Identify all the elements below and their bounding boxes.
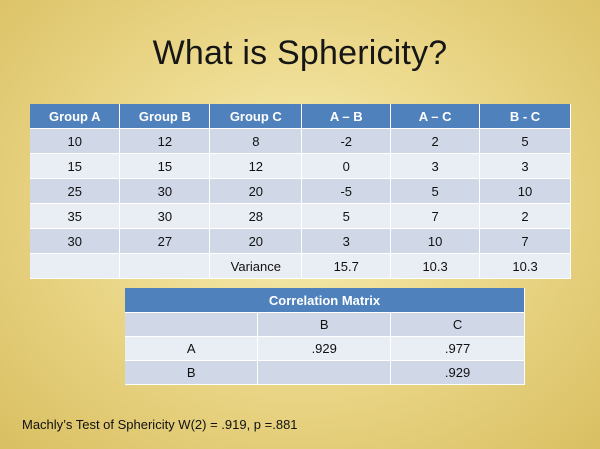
table-row: 35 30 28 5 7 2 [30, 203, 571, 229]
table-row: B .929 [125, 360, 525, 385]
header-group-b: Group B [119, 104, 211, 129]
header-group-a: Group A [30, 104, 121, 129]
table-cell [125, 312, 259, 337]
variance-label: Variance [209, 253, 303, 279]
table-cell: -5 [301, 178, 392, 204]
header-b-minus-c: B - C [479, 104, 571, 129]
table-row: 25 30 20 -5 5 10 [30, 178, 571, 204]
table-cell: 5 [479, 128, 571, 154]
table-row: 15 15 12 0 3 3 [30, 153, 571, 179]
table-cell: 3 [390, 153, 481, 179]
table-row: A .929 .977 [125, 336, 525, 361]
table-cell: .929 [257, 336, 392, 361]
table-cell: .977 [390, 336, 525, 361]
sphericity-test-result: Machly’s Test of Sphericity W(2) = .919,… [22, 417, 298, 432]
table-cell: 28 [209, 203, 303, 229]
table-cell: 10 [390, 228, 481, 254]
correlation-matrix-title: Correlation Matrix [125, 288, 525, 313]
correlation-matrix-table: Correlation Matrix B C A .929 .977 B .92… [125, 288, 525, 385]
variance-a-c: 10.3 [390, 253, 481, 279]
table-cell: 5 [390, 178, 481, 204]
table-cell: 30 [119, 178, 211, 204]
header-a-minus-b: A – B [301, 104, 392, 129]
header-a-minus-c: A – C [390, 104, 481, 129]
row-header-a: A [125, 336, 259, 361]
table-row: 10 12 8 -2 2 5 [30, 128, 571, 154]
table-cell: 10 [30, 128, 121, 154]
variance-row: Variance 15.7 10.3 10.3 [30, 253, 571, 279]
table-cell: 5 [301, 203, 392, 229]
table-cell: 20 [209, 178, 303, 204]
table-cell: 15 [119, 153, 211, 179]
table-cell: 15 [30, 153, 121, 179]
table-cell: 25 [30, 178, 121, 204]
table-cell: 2 [390, 128, 481, 154]
correlation-title-row: Correlation Matrix [125, 288, 525, 313]
table-cell: 12 [119, 128, 211, 154]
header-group-c: Group C [209, 104, 303, 129]
table-cell: 3 [301, 228, 392, 254]
table-cell [30, 253, 121, 279]
table-row: 30 27 20 3 10 7 [30, 228, 571, 254]
column-header-c: C [390, 312, 525, 337]
table-cell: 30 [119, 203, 211, 229]
variance-table: Group A Group B Group C A – B A – C B - … [30, 104, 571, 279]
table-cell: 3 [479, 153, 571, 179]
variance-a-b: 15.7 [301, 253, 392, 279]
table-cell [119, 253, 211, 279]
table-cell: 7 [479, 228, 571, 254]
column-header-b: B [257, 312, 392, 337]
table-cell: 35 [30, 203, 121, 229]
correlation-header-row: B C [125, 312, 525, 337]
table-cell: 20 [209, 228, 303, 254]
variance-b-c: 10.3 [479, 253, 571, 279]
table-header-row: Group A Group B Group C A – B A – C B - … [30, 104, 571, 129]
table-cell: 30 [30, 228, 121, 254]
table-cell: 7 [390, 203, 481, 229]
slide-title: What is Sphericity? [152, 34, 448, 72]
table-cell: 2 [479, 203, 571, 229]
table-cell: .929 [390, 360, 525, 385]
table-cell: -2 [301, 128, 392, 154]
row-header-b: B [125, 360, 259, 385]
table-cell [257, 360, 392, 385]
table-cell: 10 [479, 178, 571, 204]
table-cell: 27 [119, 228, 211, 254]
table-cell: 8 [209, 128, 303, 154]
table-cell: 12 [209, 153, 303, 179]
table-cell: 0 [301, 153, 392, 179]
